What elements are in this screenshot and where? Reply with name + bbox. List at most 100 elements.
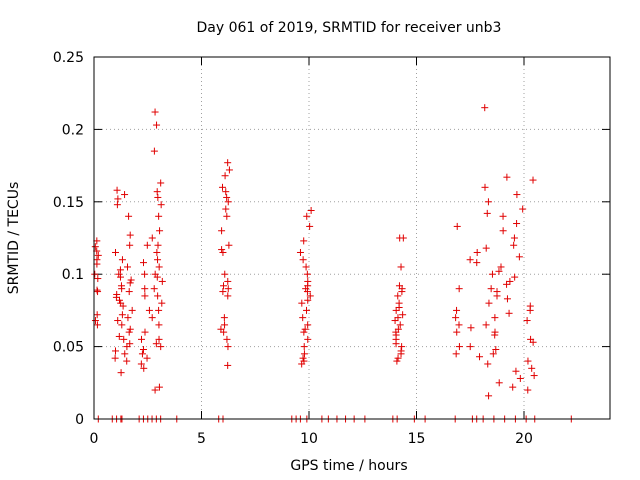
data-point xyxy=(303,288,311,296)
data-point xyxy=(157,343,165,351)
data-point xyxy=(128,306,136,314)
y-tick-label: 0.15 xyxy=(53,195,84,211)
data-point xyxy=(115,270,123,278)
data-point xyxy=(223,212,231,220)
data-point xyxy=(482,244,490,252)
data-point xyxy=(484,360,492,368)
data-point xyxy=(220,282,228,290)
x-tick-label: 15 xyxy=(408,431,426,447)
data-point xyxy=(141,328,149,336)
data-point xyxy=(399,234,407,242)
plot-frame xyxy=(93,56,611,420)
data-point xyxy=(94,288,102,296)
data-point xyxy=(148,314,156,322)
data-point xyxy=(219,248,227,256)
data-point xyxy=(529,338,537,346)
data-point xyxy=(511,273,519,281)
data-point xyxy=(523,317,531,325)
data-point xyxy=(91,270,99,278)
data-point xyxy=(222,188,230,196)
data-point xyxy=(138,350,146,358)
data-point xyxy=(93,321,101,329)
data-point xyxy=(224,292,232,300)
data-point xyxy=(487,285,495,293)
data-point xyxy=(94,275,102,283)
data-point xyxy=(220,314,228,322)
data-point xyxy=(126,279,134,287)
data-point xyxy=(141,270,149,278)
data-point xyxy=(303,306,311,314)
data-point xyxy=(112,293,120,301)
x-tick-label: 5 xyxy=(197,431,206,447)
y-tick-label: 0.05 xyxy=(53,340,84,356)
y-axis-ticks: 0 0.05 0.1 0.15 0.2 0.25 xyxy=(53,50,610,428)
data-point xyxy=(526,306,534,314)
data-point xyxy=(481,183,489,191)
data-point xyxy=(154,256,162,264)
data-point xyxy=(394,314,402,322)
data-point xyxy=(222,205,230,213)
data-point xyxy=(303,270,311,278)
data-point xyxy=(482,321,490,329)
data-point xyxy=(499,227,507,235)
data-point xyxy=(137,360,145,368)
data-point xyxy=(111,347,119,355)
data-point xyxy=(148,234,156,242)
data-point xyxy=(499,212,507,220)
data-point xyxy=(391,317,399,325)
data-point xyxy=(307,206,315,214)
data-point xyxy=(155,263,163,271)
data-point xyxy=(140,364,148,372)
data-point xyxy=(125,328,133,336)
data-point xyxy=(118,311,126,319)
data-point xyxy=(495,267,503,275)
data-point xyxy=(393,357,401,365)
data-point xyxy=(513,191,521,199)
data-point xyxy=(157,179,165,187)
data-point xyxy=(157,201,165,209)
data-point xyxy=(452,350,460,358)
data-point xyxy=(224,285,232,293)
data-point xyxy=(124,263,132,271)
data-point xyxy=(151,108,159,116)
x-axis-label: GPS time / hours xyxy=(290,458,407,474)
data-point xyxy=(394,292,402,300)
data-point xyxy=(158,277,166,285)
grid-lines xyxy=(94,57,610,419)
data-point xyxy=(115,332,123,340)
data-point xyxy=(91,317,99,325)
y-tick-label: 0 xyxy=(75,412,84,428)
data-point xyxy=(116,266,124,274)
data-point xyxy=(466,343,474,351)
data-point xyxy=(116,273,124,281)
data-point xyxy=(154,193,162,201)
data-point xyxy=(218,183,226,191)
data-point xyxy=(155,306,163,314)
data-point xyxy=(141,285,149,293)
data-point xyxy=(396,321,404,329)
data-point xyxy=(306,222,314,230)
data-point xyxy=(529,176,537,184)
data-point xyxy=(306,292,314,300)
data-point xyxy=(91,243,99,251)
data-point xyxy=(519,205,527,213)
data-point xyxy=(524,386,532,394)
data-point xyxy=(225,241,233,249)
data-point xyxy=(395,304,403,312)
data-point xyxy=(528,364,536,372)
data-point xyxy=(141,292,149,300)
data-point xyxy=(116,296,124,304)
data-point xyxy=(112,248,120,256)
data-point xyxy=(113,186,121,194)
data-point xyxy=(126,241,134,249)
data-point xyxy=(114,317,122,325)
data-point xyxy=(224,343,232,351)
data-point xyxy=(121,350,129,358)
data-point xyxy=(300,343,308,351)
data-point xyxy=(123,343,131,351)
data-point xyxy=(111,354,119,362)
data-point xyxy=(121,191,129,199)
data-point xyxy=(117,369,125,377)
data-point xyxy=(503,295,511,303)
